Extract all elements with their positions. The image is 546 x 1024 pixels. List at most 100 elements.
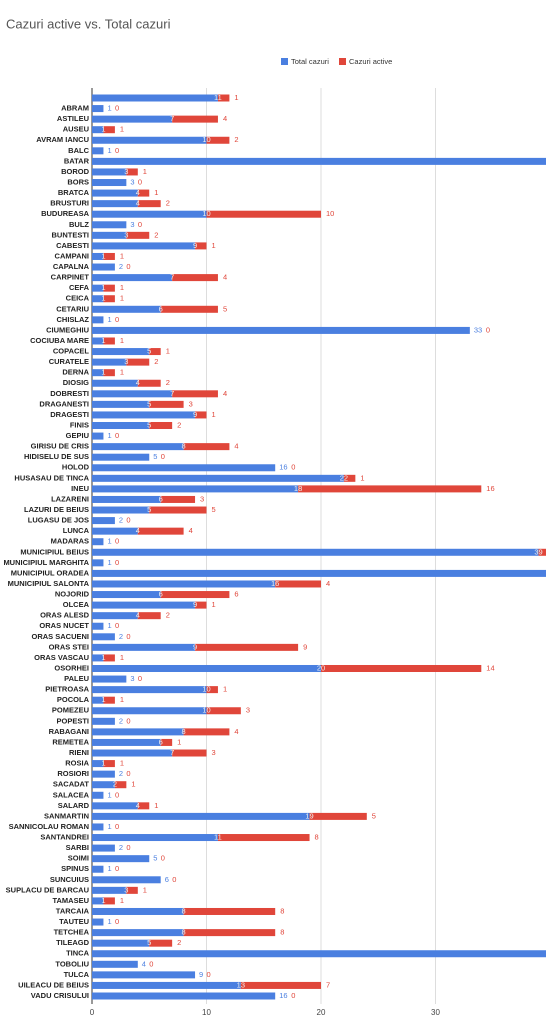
- total-label: 4: [136, 611, 140, 620]
- category-label: BRUSTURI: [50, 199, 89, 208]
- category-label: MUNICIPIUL SALONTA: [8, 579, 90, 588]
- active-label: 2: [154, 357, 158, 366]
- active-label: 1: [120, 759, 124, 768]
- active-label: 4: [223, 273, 227, 282]
- bar-total: [92, 886, 127, 894]
- category-label: DRAGESTI: [50, 410, 89, 419]
- category-label: BULZ: [69, 220, 89, 229]
- active-label: 1: [120, 695, 124, 704]
- bar-total: [92, 686, 207, 694]
- total-label: 4: [136, 801, 140, 810]
- bar-total: [92, 823, 104, 831]
- legend-swatch: [281, 58, 288, 65]
- bar-total: [92, 992, 276, 1000]
- total-label: 1: [107, 537, 111, 546]
- bar-total: [92, 654, 104, 662]
- category-label: CARPINET: [51, 273, 90, 282]
- category-label: CEICA: [66, 294, 90, 303]
- total-label: 1: [107, 917, 111, 926]
- category-label: POCOLA: [57, 695, 90, 704]
- active-label: 5: [372, 811, 376, 820]
- category-label: HIDISELU DE SUS: [24, 452, 89, 461]
- active-label: 2: [154, 230, 158, 239]
- category-label: INEU: [71, 484, 89, 493]
- category-label: PALEU: [64, 674, 89, 683]
- total-label: 3: [130, 178, 134, 187]
- total-label: 5: [147, 399, 151, 408]
- active-label: 7: [326, 980, 330, 989]
- total-label: 2: [119, 262, 123, 271]
- category-label: DIOSIG: [63, 378, 89, 387]
- category-label: BUDUREASA: [41, 209, 90, 218]
- total-label: 1: [107, 146, 111, 155]
- x-tick-label: 20: [317, 1008, 326, 1017]
- bar-total: [92, 263, 115, 271]
- category-label: ABRAM: [61, 104, 89, 113]
- total-label: 1: [101, 759, 105, 768]
- total-label: 9: [193, 241, 197, 250]
- bar-active: [126, 231, 150, 239]
- total-label: 9: [193, 600, 197, 609]
- bar-active: [183, 728, 230, 736]
- total-label: 2: [119, 843, 123, 852]
- active-label: 1: [120, 368, 124, 377]
- bar-total: [92, 781, 115, 789]
- bar-total: [92, 876, 161, 884]
- bar-active: [160, 738, 173, 746]
- bar-active: [103, 696, 115, 704]
- category-label: REMETEA: [52, 737, 89, 746]
- category-label: RABAGANI: [49, 727, 89, 736]
- active-label: 0: [115, 864, 119, 873]
- active-label: 0: [115, 621, 119, 630]
- active-label: 0: [207, 970, 211, 979]
- active-label: 0: [115, 558, 119, 567]
- category-label: FINIS: [70, 420, 89, 429]
- bar-active: [172, 749, 207, 757]
- bar-active: [343, 474, 356, 482]
- category-label: VADU CRISULUI: [31, 991, 89, 1000]
- total-label: 6: [159, 737, 163, 746]
- bar-total: [92, 844, 115, 852]
- total-label: 8: [182, 727, 186, 736]
- bar-active: [275, 580, 321, 588]
- bar-total: [92, 791, 104, 799]
- active-label: 0: [138, 178, 142, 187]
- category-label: TAUTEU: [59, 917, 89, 926]
- bar-active: [103, 369, 115, 377]
- total-label: 20: [317, 663, 325, 672]
- active-label: 0: [291, 463, 295, 472]
- category-label: SALARD: [58, 801, 90, 810]
- bar-total: [92, 453, 150, 461]
- total-label: 7: [170, 273, 174, 282]
- category-label: TULCA: [64, 970, 90, 979]
- category-label: POPESTI: [56, 716, 89, 725]
- bar-total: [92, 559, 104, 567]
- category-label: SUNCUIUS: [50, 875, 89, 884]
- total-label: 1: [101, 653, 105, 662]
- active-label: 0: [115, 146, 119, 155]
- bar-total: [92, 474, 344, 482]
- active-label: 1: [120, 653, 124, 662]
- total-label: 4: [136, 199, 140, 208]
- x-tick-label: 30: [431, 1008, 440, 1017]
- total-label: 1: [101, 125, 105, 134]
- category-label: ORAS VASCAU: [34, 653, 89, 662]
- bar-total: [92, 400, 150, 408]
- bar-total: [92, 326, 470, 334]
- bar-total: [92, 907, 184, 915]
- active-label: 3: [189, 399, 193, 408]
- category-label: BORS: [67, 178, 89, 187]
- bar-active: [103, 897, 115, 905]
- bar-active: [114, 781, 127, 789]
- active-label: 1: [234, 93, 238, 102]
- bar-active: [103, 295, 115, 303]
- bar-total: [92, 696, 104, 704]
- active-label: 2: [166, 378, 170, 387]
- category-label: CABESTI: [56, 241, 89, 250]
- active-label: 0: [138, 220, 142, 229]
- total-label: 1: [101, 251, 105, 260]
- bar-total: [92, 443, 184, 451]
- bar-active: [240, 981, 321, 989]
- bar-total: [92, 305, 161, 313]
